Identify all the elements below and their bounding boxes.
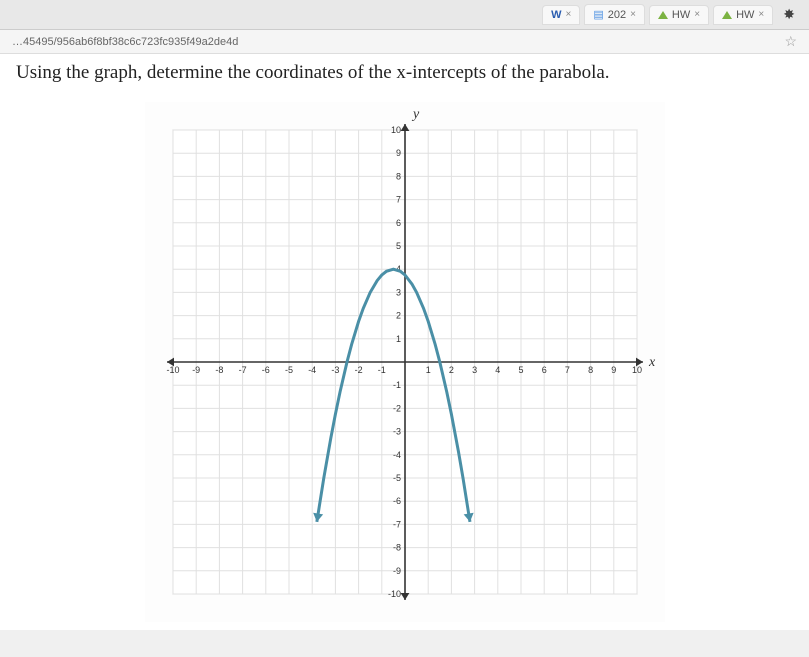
tab-label: HW xyxy=(672,9,690,21)
tab-icon: ▤ xyxy=(593,8,603,21)
svg-text:-1: -1 xyxy=(392,380,400,390)
bookmark-star-icon[interactable]: ☆ xyxy=(784,33,797,50)
svg-text:9: 9 xyxy=(611,365,616,375)
url-bar[interactable]: …45495/956ab6f8bf38c6c723fc935f49a2de4d … xyxy=(0,30,809,54)
extension-icon[interactable]: ✸ xyxy=(777,6,801,23)
svg-text:5: 5 xyxy=(518,365,523,375)
browser-tab[interactable]: HW × xyxy=(649,5,709,25)
svg-text:10: 10 xyxy=(390,125,400,135)
svg-text:5: 5 xyxy=(395,241,400,251)
svg-text:-9: -9 xyxy=(392,566,400,576)
svg-text:9: 9 xyxy=(395,148,400,158)
svg-text:7: 7 xyxy=(564,365,569,375)
svg-text:6: 6 xyxy=(395,218,400,228)
svg-text:10: 10 xyxy=(631,365,641,375)
svg-text:-4: -4 xyxy=(308,365,316,375)
svg-text:6: 6 xyxy=(541,365,546,375)
page-content: Using the graph, determine the coordinat… xyxy=(0,54,809,630)
svg-text:8: 8 xyxy=(395,171,400,181)
svg-text:-5: -5 xyxy=(392,473,400,483)
triangle-icon xyxy=(722,11,732,19)
close-icon[interactable]: × xyxy=(758,9,764,20)
tab-icon: W xyxy=(551,9,561,21)
svg-text:-3: -3 xyxy=(331,365,339,375)
svg-text:-5: -5 xyxy=(284,365,292,375)
question-text: Using the graph, determine the coordinat… xyxy=(16,62,793,84)
triangle-icon xyxy=(658,11,668,19)
svg-text:7: 7 xyxy=(395,195,400,205)
svg-text:-4: -4 xyxy=(392,450,400,460)
url-text: …45495/956ab6f8bf38c6c723fc935f49a2de4d xyxy=(12,36,238,48)
svg-text:-3: -3 xyxy=(392,427,400,437)
svg-text:-2: -2 xyxy=(392,403,400,413)
parabola-graph: -10 -9 -8 -7 -6 -5 -4 -3 -2 -1 1 2 3 4 5 6 7 8 9 10 -10 -9 -8 -… xyxy=(145,102,665,622)
svg-text:-1: -1 xyxy=(377,365,385,375)
svg-text:8: 8 xyxy=(588,365,593,375)
svg-text:-7: -7 xyxy=(238,365,246,375)
close-icon[interactable]: × xyxy=(630,9,636,20)
svg-text:-9: -9 xyxy=(192,365,200,375)
svg-text:-10: -10 xyxy=(387,589,400,599)
chart-container: -10 -9 -8 -7 -6 -5 -4 -3 -2 -1 1 2 3 4 5 6 7 8 9 10 -10 -9 -8 -… xyxy=(16,102,793,622)
svg-text:2: 2 xyxy=(395,311,400,321)
svg-text:-7: -7 xyxy=(392,519,400,529)
svg-text:-8: -8 xyxy=(215,365,223,375)
browser-tab[interactable]: W × xyxy=(542,5,580,25)
svg-text:-8: -8 xyxy=(392,543,400,553)
svg-text:-10: -10 xyxy=(166,365,179,375)
svg-text:-6: -6 xyxy=(261,365,269,375)
browser-tab[interactable]: ▤ 202 × xyxy=(584,4,645,25)
svg-text:-6: -6 xyxy=(392,496,400,506)
tab-label: HW xyxy=(736,9,754,21)
browser-tab[interactable]: HW × xyxy=(713,5,773,25)
svg-text:-2: -2 xyxy=(354,365,362,375)
browser-tab-strip: W × ▤ 202 × HW × HW × ✸ xyxy=(0,0,809,30)
svg-text:y: y xyxy=(411,107,420,122)
svg-text:x: x xyxy=(648,355,656,370)
close-icon[interactable]: × xyxy=(565,9,571,20)
tab-label: 202 xyxy=(608,9,626,21)
svg-text:4: 4 xyxy=(495,365,500,375)
svg-text:2: 2 xyxy=(448,365,453,375)
close-icon[interactable]: × xyxy=(694,9,700,20)
svg-text:1: 1 xyxy=(395,334,400,344)
svg-text:3: 3 xyxy=(472,365,477,375)
svg-text:1: 1 xyxy=(425,365,430,375)
svg-text:3: 3 xyxy=(395,287,400,297)
